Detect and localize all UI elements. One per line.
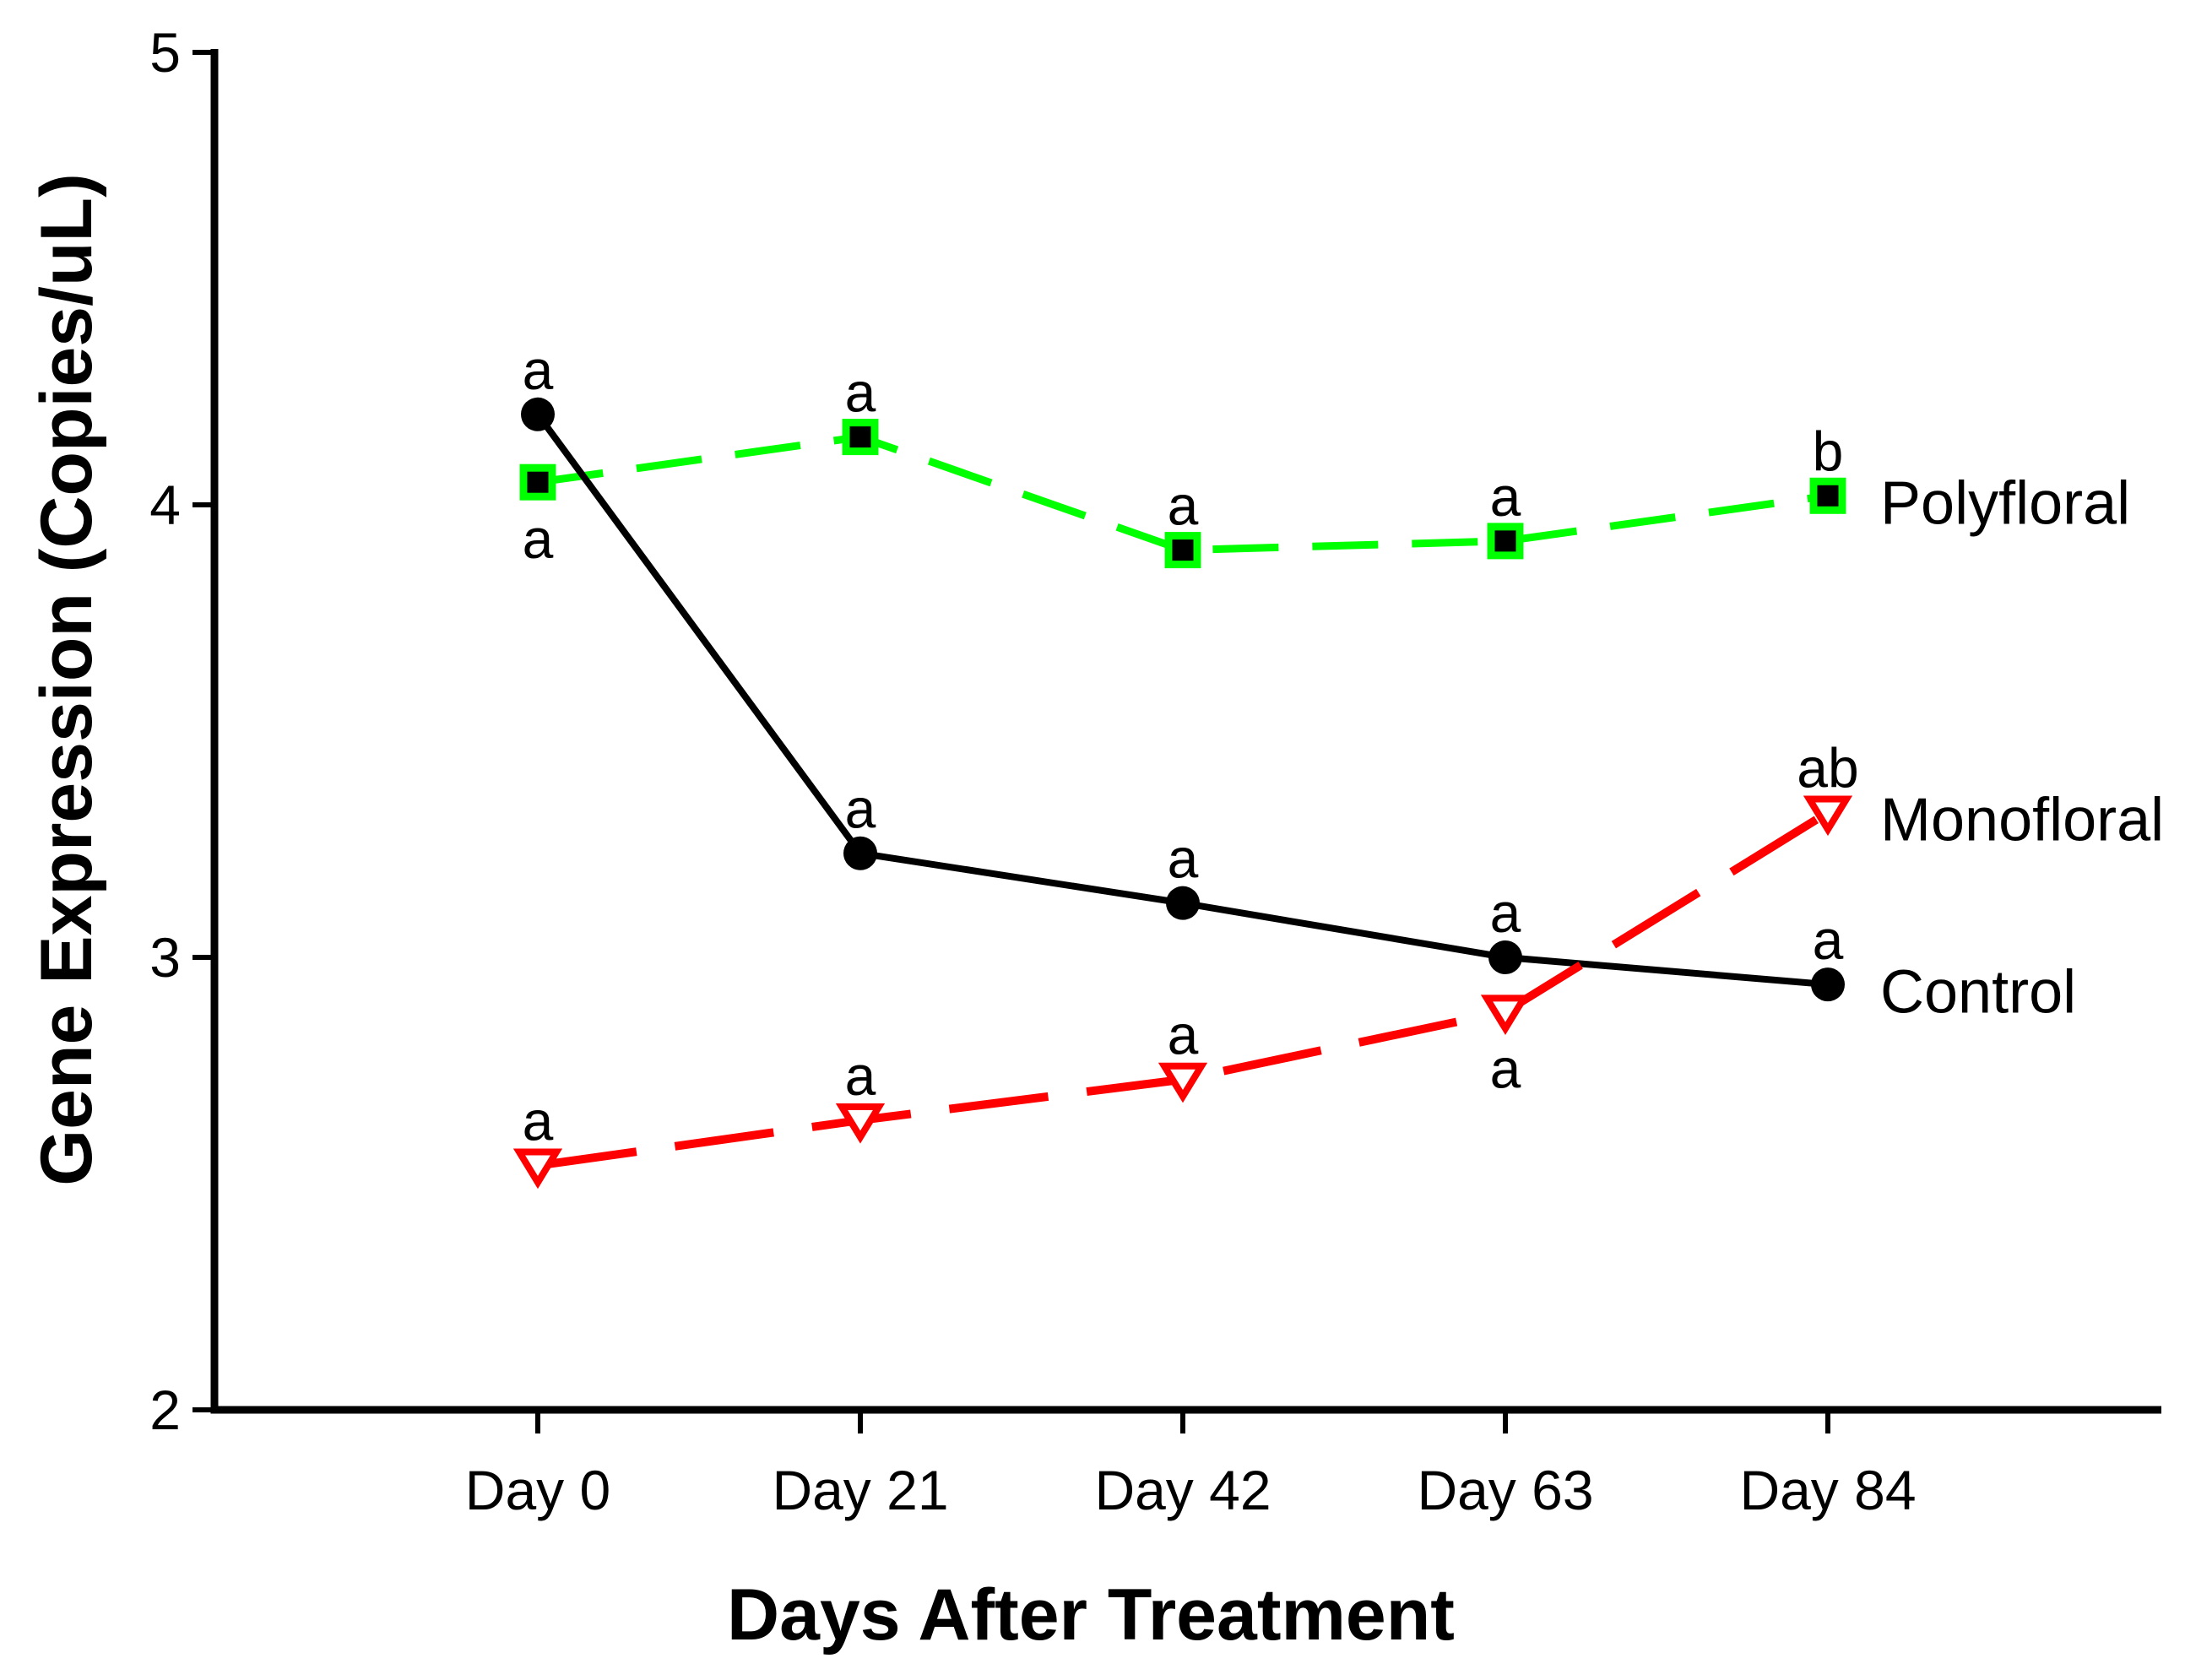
series-label-control: Control — [1880, 958, 2076, 1026]
marker-polyfloral-2 — [1164, 532, 1201, 569]
sig-letter-monofloral-0: a — [523, 1090, 554, 1152]
series-label-polyfloral: Polyfloral — [1880, 469, 2130, 537]
x-tick-label: Day 42 — [1094, 1459, 1271, 1521]
x-tick-label: Day 63 — [1417, 1459, 1593, 1521]
x-axis-title: Days After Treatment — [727, 1574, 1455, 1656]
series-label-monofloral: Monofloral — [1880, 787, 2164, 854]
marker-monofloral-0 — [512, 1148, 563, 1190]
marker-control-1 — [843, 836, 877, 870]
marker-control-0 — [521, 397, 555, 431]
sig-letter-polyfloral-1: a — [845, 361, 876, 424]
sig-letter-control-2: a — [1168, 827, 1199, 890]
series-line-polyfloral — [537, 432, 1829, 555]
sig-letter-monofloral-2: a — [1168, 1004, 1199, 1066]
tick-labels: 2 3 4 5 Day 0 Day 21 Day 42 Day 63 Day 84 — [149, 21, 1916, 1521]
sig-letter-control-3: a — [1490, 881, 1521, 944]
marker-control-2 — [1166, 886, 1200, 920]
marker-polyfloral-1 — [842, 419, 879, 456]
marker-monofloral-3 — [1480, 994, 1531, 1035]
y-axis-title: Gene Expression (Copies/uL) — [26, 173, 107, 1185]
marker-monofloral-1 — [835, 1103, 886, 1144]
axes — [192, 49, 2161, 1433]
series-name-labels: Polyfloral Control Monofloral — [1880, 469, 2164, 1026]
sig-letter-monofloral-1: a — [845, 1044, 876, 1107]
y-tick-label: 3 — [149, 926, 181, 989]
marker-monofloral-4 — [1803, 795, 1853, 837]
sig-letter-polyfloral-4: b — [1813, 420, 1844, 482]
x-tick-label: Day 0 — [465, 1459, 610, 1521]
marker-monofloral-2 — [1158, 1062, 1208, 1103]
y-tick-label: 2 — [149, 1379, 181, 1441]
x-tick-label: Day 84 — [1739, 1459, 1916, 1521]
sig-letter-polyfloral-0: a — [523, 507, 554, 570]
sig-letter-polyfloral-2: a — [1168, 474, 1199, 537]
marker-polyfloral-3 — [1487, 523, 1524, 560]
marker-polyfloral-4 — [1809, 477, 1846, 514]
sig-letter-control-1: a — [845, 778, 876, 840]
series-markers — [512, 397, 1853, 1190]
sig-letter-monofloral-3: a — [1490, 1037, 1521, 1099]
marker-control-3 — [1488, 940, 1522, 974]
marker-polyfloral-0 — [519, 463, 556, 501]
y-tick-label: 5 — [149, 21, 181, 84]
x-tick-label: Day 21 — [772, 1459, 948, 1521]
marker-control-4 — [1811, 967, 1845, 1002]
sig-letter-control-0: a — [523, 339, 554, 401]
sig-letter-polyfloral-3: a — [1490, 465, 1521, 528]
sig-letter-control-4: a — [1813, 908, 1844, 971]
y-tick-label: 4 — [149, 474, 181, 536]
sig-letter-monofloral-4: ab — [1797, 736, 1858, 799]
